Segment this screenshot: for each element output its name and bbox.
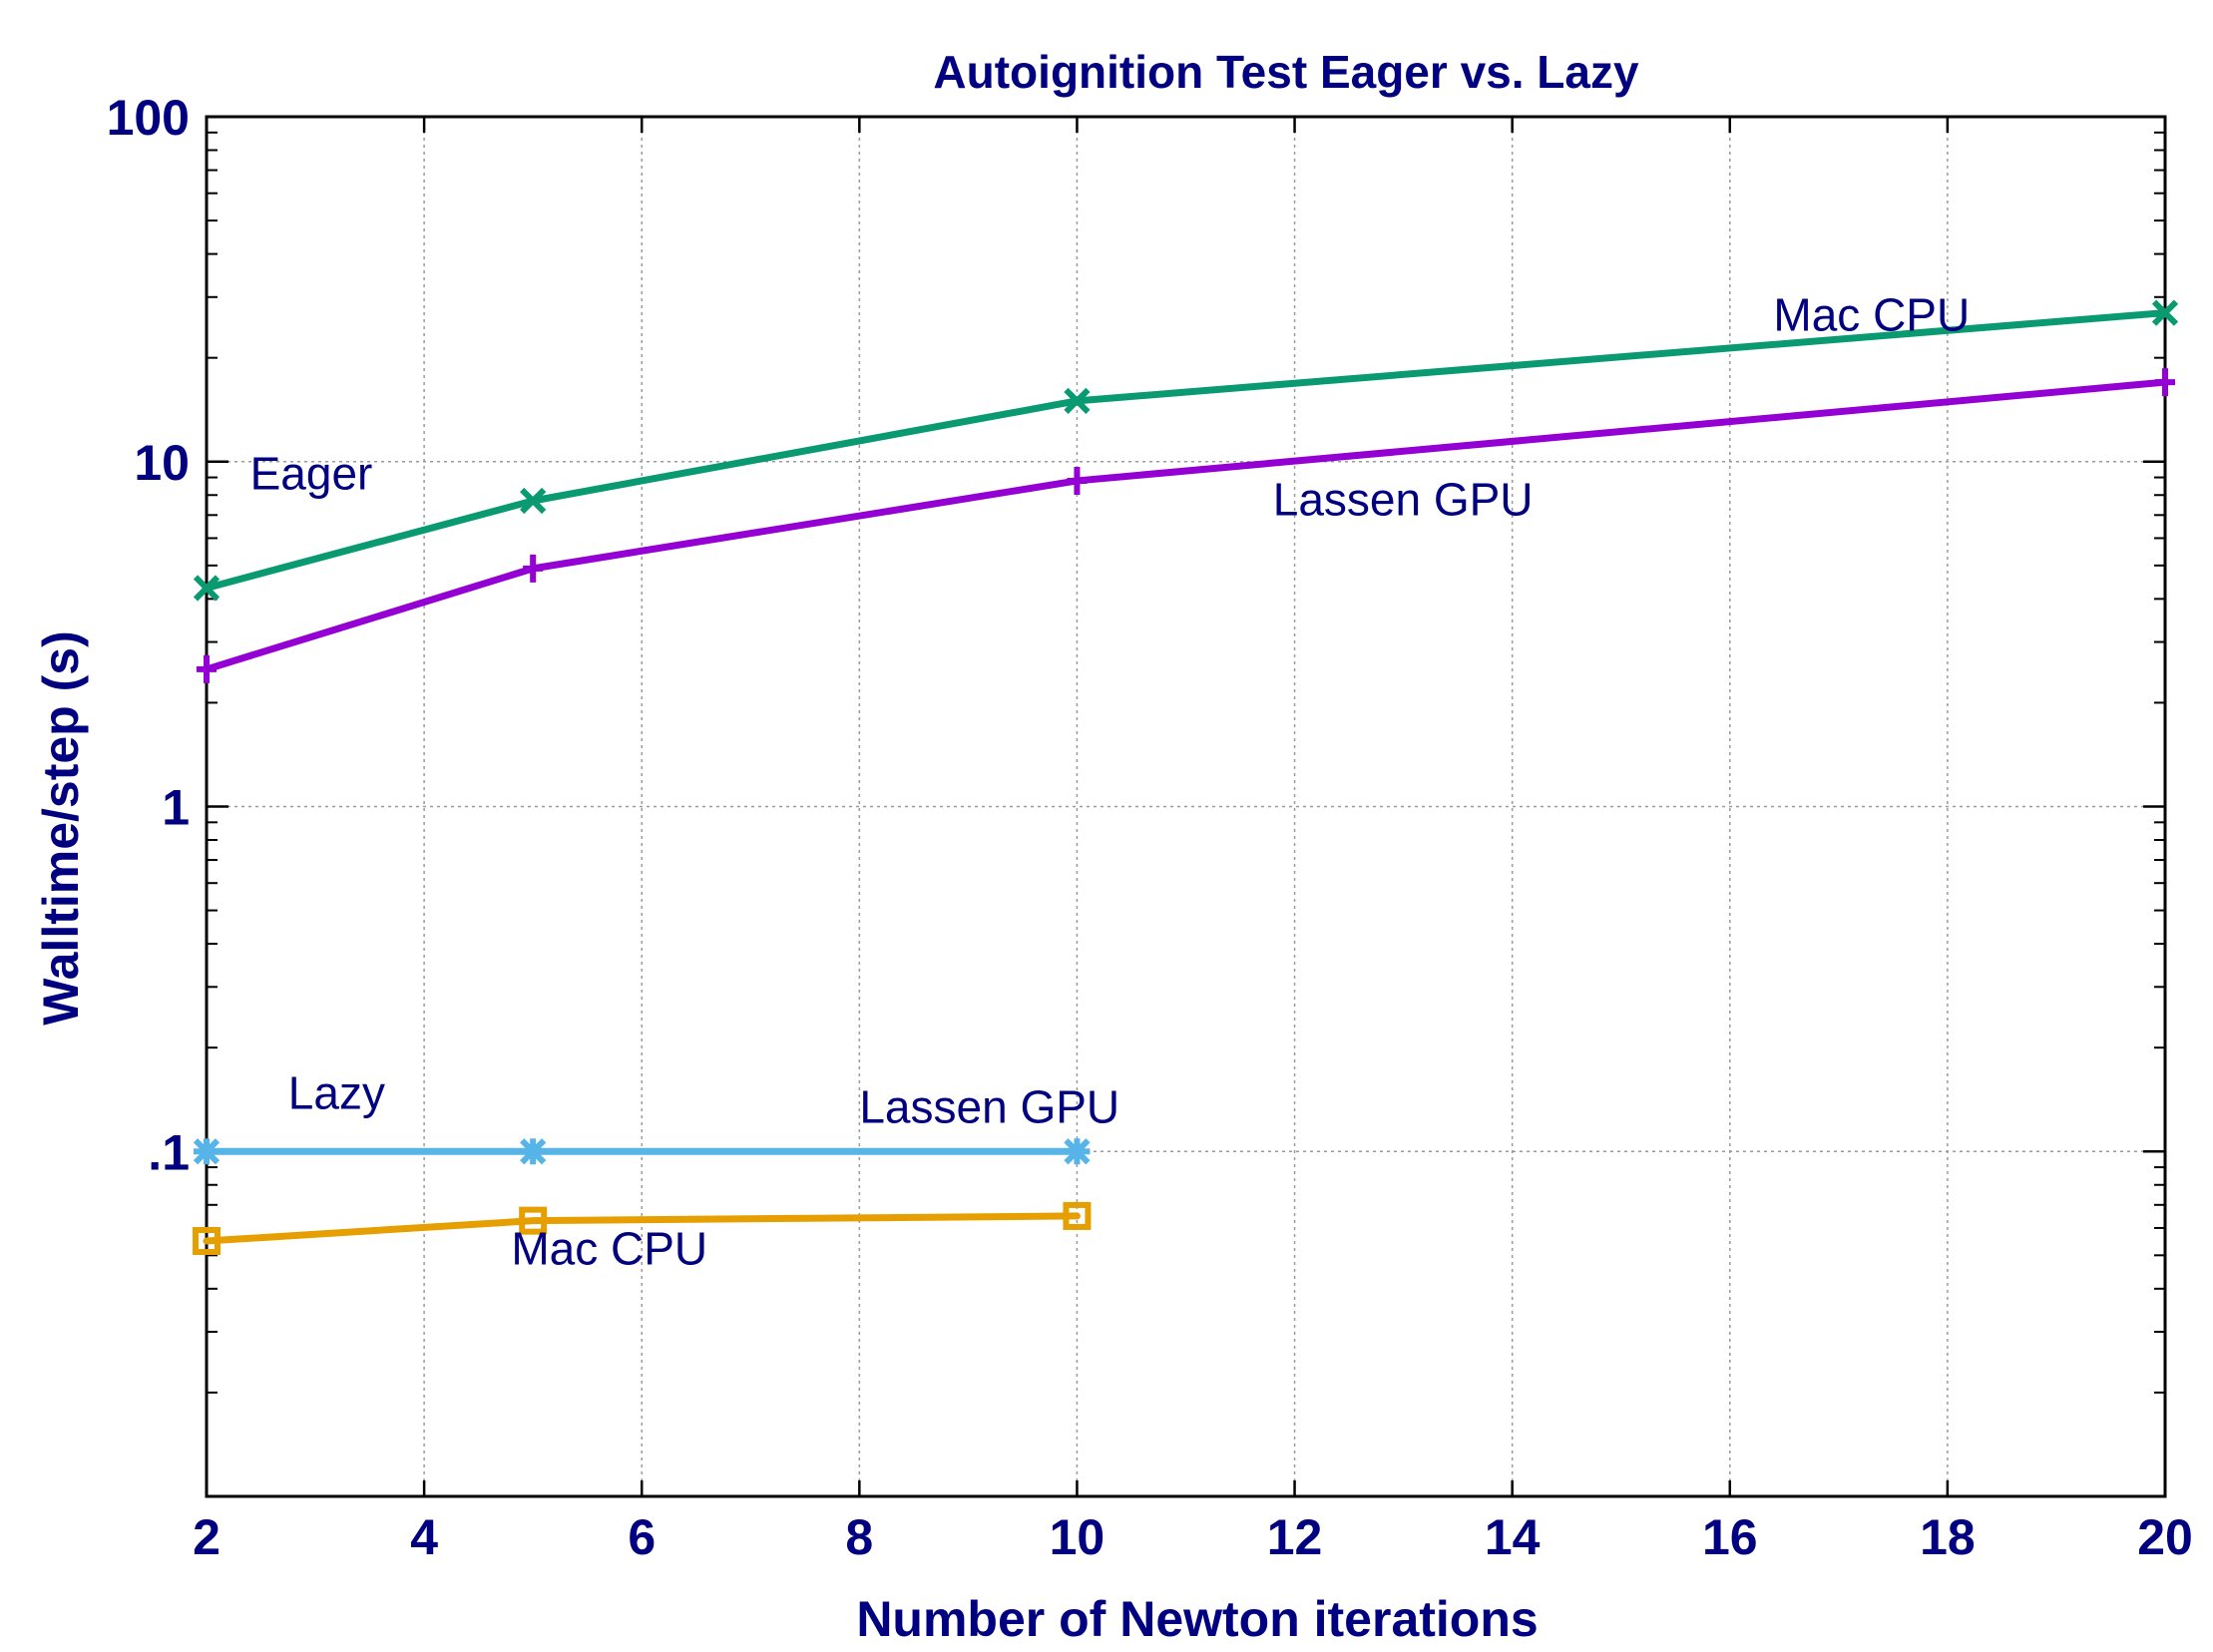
series-lazy-mac-cpu <box>193 1201 1092 1256</box>
x-axis-label: Number of Newton iterations <box>856 1591 1538 1647</box>
y-tick-labels: .1 1 10 100 <box>107 90 190 1180</box>
annotation-label: Mac CPU <box>511 1223 707 1275</box>
x-tick-label: 16 <box>1702 1509 1758 1565</box>
y-tick-label: 1 <box>162 780 190 836</box>
data-point <box>2151 299 2179 326</box>
x-tick-label: 6 <box>628 1509 656 1565</box>
data-point <box>523 554 544 583</box>
x-tick-label: 12 <box>1267 1509 1323 1565</box>
data-point <box>1067 466 1088 495</box>
data-point <box>520 1138 547 1165</box>
annotations: Eager Mac CPU Lassen GPU Lazy Lassen GPU Mac … <box>250 288 1971 1274</box>
annotation-label: Eager <box>250 448 373 500</box>
data-point <box>519 1206 548 1235</box>
x-tick-label: 10 <box>1050 1509 1106 1565</box>
x-tick-label: 2 <box>193 1509 221 1565</box>
series-line <box>203 378 2169 673</box>
data-point <box>2155 368 2175 397</box>
x-tick-labels: 2 4 6 8 10 12 14 16 18 20 <box>193 1509 2193 1565</box>
data-point <box>193 1227 221 1256</box>
data-point <box>1063 1201 1092 1230</box>
y-tick-label: 100 <box>107 90 190 146</box>
plot-frame <box>205 115 2167 1498</box>
data-point <box>193 1138 221 1165</box>
x-tick-label: 18 <box>1920 1509 1976 1565</box>
data-point <box>520 487 547 515</box>
series-eager-mac-cpu <box>193 299 2179 602</box>
series-line <box>203 1212 1081 1245</box>
annotation-label: Lazy <box>288 1066 385 1118</box>
y-tick-label: 10 <box>134 435 190 491</box>
y-tick-label: .1 <box>148 1124 190 1180</box>
annotation-label: Mac CPU <box>1773 288 1970 340</box>
series-line <box>203 309 2169 592</box>
x-tick-label: 20 <box>2137 1509 2193 1565</box>
series-layer <box>193 299 2179 1256</box>
y-axis-label: Walltime/step (s) <box>33 630 89 1025</box>
x-tick-label: 14 <box>1485 1509 1541 1565</box>
data-point <box>193 575 221 602</box>
annotation-label: Lassen GPU <box>859 1081 1119 1133</box>
data-point <box>197 654 217 683</box>
axis-ticks <box>205 115 2167 1496</box>
chart-title: Autoignition Test Eager vs. Lazy <box>933 46 1639 98</box>
annotation-label: Lassen GPU <box>1273 473 1534 525</box>
series-lazy-lassen-gpu <box>193 1138 1091 1165</box>
data-point <box>1064 387 1091 414</box>
series-eager-lassen-gpu <box>197 368 2175 683</box>
gridlines <box>207 117 2165 1496</box>
x-tick-label: 4 <box>410 1509 438 1565</box>
x-tick-label: 8 <box>845 1509 873 1565</box>
data-point <box>1064 1138 1091 1165</box>
